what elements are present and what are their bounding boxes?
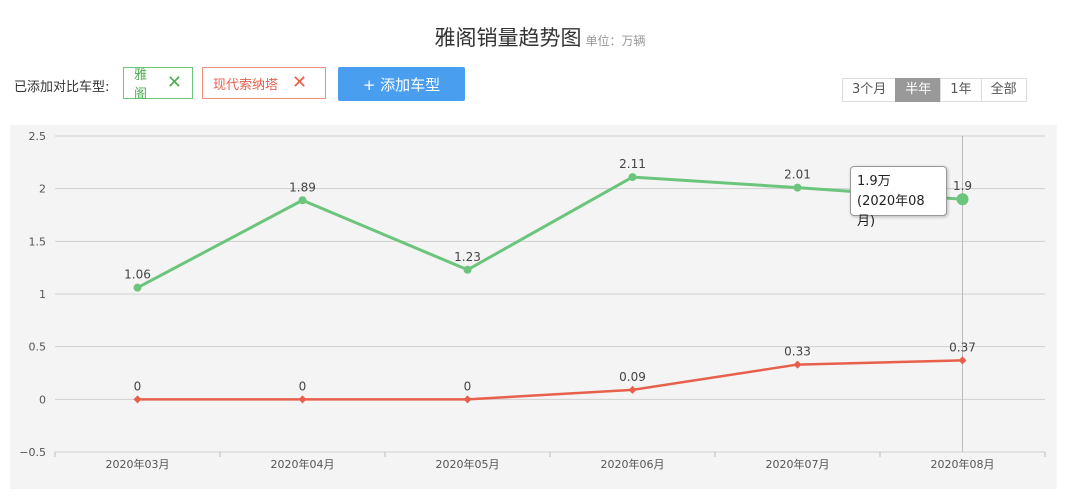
data-label: 0.33: [784, 345, 811, 359]
y-tick-label: 0: [39, 393, 46, 406]
data-label: 1.23: [454, 250, 481, 264]
data-point: [956, 193, 969, 206]
x-tick-label: 2020年06月: [601, 457, 665, 471]
chart-title-main: 雅阁销量趋势图: [434, 26, 582, 50]
data-point: [463, 265, 472, 274]
data-point: [793, 183, 802, 192]
data-label: 0: [134, 379, 142, 393]
x-tick-label: 2020年08月: [931, 457, 995, 471]
chart-unit: 单位：万辆: [585, 34, 646, 48]
data-point: [298, 395, 307, 404]
series-line: [137, 359, 963, 401]
model-tag-label: 现代索纳塔: [213, 77, 279, 93]
x-tick-label: 2020年04月: [271, 457, 335, 471]
data-label: 1.06: [124, 268, 151, 282]
data-label: 2.11: [619, 157, 646, 171]
y-tick-label: 1: [39, 288, 46, 301]
y-tick-label: 0.5: [29, 341, 47, 354]
data-point: [958, 356, 967, 365]
time-range-selector: 3个月 半年 1年 全部: [842, 78, 1027, 102]
series-line: [136, 175, 963, 290]
remove-icon[interactable]: ✕: [292, 72, 308, 93]
x-tick-label: 2020年05月: [436, 457, 500, 471]
data-point: [133, 395, 142, 404]
data-label: 1.89: [289, 180, 316, 194]
data-point: [793, 360, 802, 369]
y-tick-label: 2.5: [29, 130, 47, 143]
remove-icon[interactable]: ✕: [166, 72, 182, 93]
data-label: 0.37: [949, 340, 976, 354]
data-point: [298, 196, 307, 205]
tooltip-value: 1.9万: [857, 174, 891, 189]
model-tag-label: 雅阁: [134, 68, 148, 102]
data-point: [628, 173, 637, 182]
data-label: 2.01: [784, 168, 811, 182]
y-tick-label: 2: [39, 183, 46, 196]
data-label: 0.09: [619, 370, 646, 384]
range-half-year[interactable]: 半年: [895, 78, 942, 102]
x-tick-label: 2020年03月: [106, 457, 170, 471]
tooltip-period: (2020年08月): [857, 194, 925, 229]
x-tick-label: 2020年07月: [766, 457, 830, 471]
model-tag-sonata[interactable]: 现代索纳塔 ✕: [202, 67, 326, 99]
data-label: 0: [464, 379, 472, 393]
model-tag-accord[interactable]: 雅阁 ✕: [123, 67, 193, 102]
add-model-button[interactable]: + 添加车型: [338, 67, 465, 101]
y-tick-label: −0.5: [19, 446, 46, 459]
chart-title: 雅阁销量趋势图 单位：万辆: [0, 22, 1080, 52]
data-label: 1.9: [953, 179, 972, 193]
y-tick-label: 1.5: [29, 235, 47, 248]
added-models-label: 已添加对比车型:: [14, 80, 110, 95]
range-all[interactable]: 全部: [980, 78, 1027, 102]
data-label: 0: [299, 379, 307, 393]
range-3-months[interactable]: 3个月: [842, 78, 897, 102]
range-1-year[interactable]: 1年: [940, 78, 982, 102]
data-point: [628, 385, 637, 394]
data-point: [463, 395, 472, 404]
data-point: [133, 283, 142, 292]
chart-tooltip: 1.9万 (2020年08月): [850, 166, 947, 229]
